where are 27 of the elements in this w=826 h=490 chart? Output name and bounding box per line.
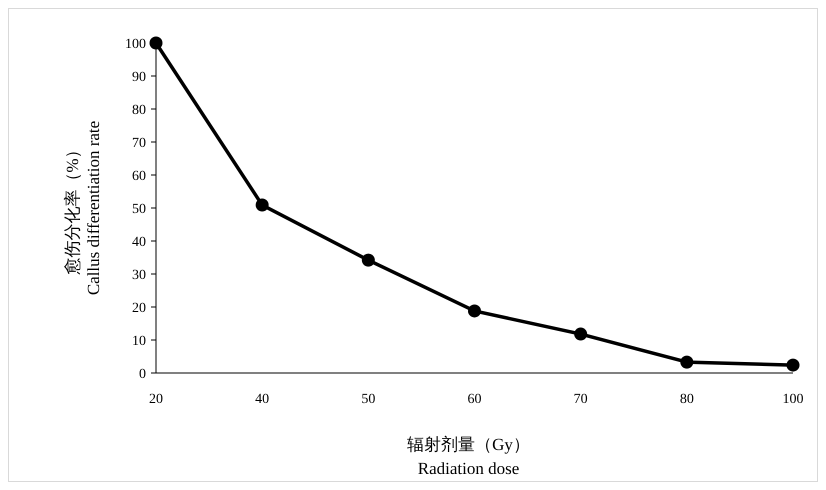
x-tick-label: 20 — [149, 392, 163, 407]
point — [468, 304, 481, 318]
point — [786, 358, 800, 372]
y-tick-label: 60 — [132, 168, 146, 184]
x-tick-label: 80 — [680, 392, 694, 407]
point — [256, 198, 269, 212]
y-tick-label: 70 — [132, 136, 146, 151]
point — [680, 356, 694, 369]
x-tick-label: 60 — [468, 392, 482, 407]
y-tick-label: 20 — [132, 300, 146, 316]
y-tick-label: 40 — [132, 234, 146, 250]
y-tick-label: 80 — [132, 102, 146, 118]
y-tick-label: 50 — [132, 202, 146, 217]
x-tick-label: 40 — [255, 392, 270, 407]
y-tick-label: 0 — [139, 366, 146, 382]
x-axis-title: 辐射剂量（Gy） Radiation dose — [407, 435, 530, 478]
x-tick-label: 50 — [361, 392, 376, 407]
x-tick-label: 100 — [782, 392, 804, 407]
y-tick-label: 10 — [132, 334, 146, 349]
point — [362, 254, 375, 267]
y-axis-title: 愈伤分化率（%） Callus differentiation rate — [63, 120, 103, 296]
y-tick-label: 100 — [125, 36, 146, 52]
y-tick-label: 90 — [132, 70, 146, 85]
point — [574, 328, 588, 341]
x-tick-label: 70 — [574, 392, 588, 407]
y-tick-label: 30 — [132, 268, 146, 283]
point — [150, 36, 162, 50]
